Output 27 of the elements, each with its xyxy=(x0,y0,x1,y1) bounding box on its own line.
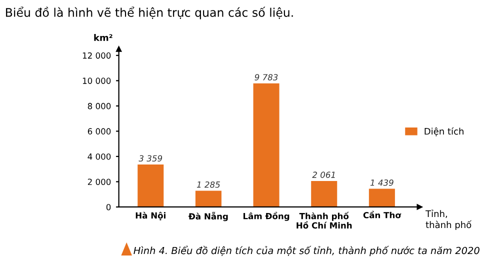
text: 3 359 xyxy=(138,155,162,162)
x-axis-title: Tỉnh, thành phố xyxy=(426,210,472,230)
y-tick-label: 6 000 xyxy=(88,128,111,134)
chart-subtitle: Biểu đồ là hình vẽ thể hiện trực quan các số liệu. xyxy=(6,6,293,20)
x-tick-label: Đà Nẵng xyxy=(188,212,228,222)
bar xyxy=(311,180,338,207)
x-tick-label: Thành phố Hồ Chí Minh xyxy=(296,212,352,229)
legend-label: Diện tích xyxy=(424,127,464,136)
text: 2 061 xyxy=(312,172,335,178)
bar xyxy=(368,188,395,207)
y-tick-label: 12 000 xyxy=(82,52,111,59)
x-tick-label: Lâm Đồng xyxy=(243,212,290,221)
text: 1 439 xyxy=(370,179,394,186)
x-tick-label: Cần Thơ xyxy=(363,210,402,218)
y-tick-label: 4 000 xyxy=(88,153,111,160)
y-axis-title: km² xyxy=(94,34,112,41)
x-tick-label: Hà Nội xyxy=(136,212,166,220)
text: 1 285 xyxy=(196,181,220,188)
bar xyxy=(195,190,222,207)
y-tick-label: 10 000 xyxy=(82,78,111,84)
bar xyxy=(138,164,164,207)
bar xyxy=(253,83,280,207)
y-tick-label: 8 000 xyxy=(88,102,111,110)
y-tick-label: 0 xyxy=(106,204,111,210)
text: Hình 4. Biểu đồ diện tích của một số tỉnh, thành phố nước ta năm 2020 xyxy=(134,246,480,256)
y-tick-label: 2 000 xyxy=(88,178,111,185)
text: 9 783 xyxy=(254,74,278,80)
